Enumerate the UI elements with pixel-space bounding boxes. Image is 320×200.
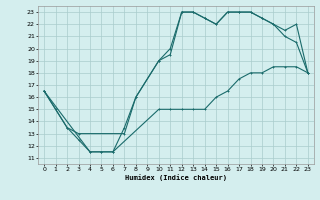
X-axis label: Humidex (Indice chaleur): Humidex (Indice chaleur) (125, 174, 227, 181)
